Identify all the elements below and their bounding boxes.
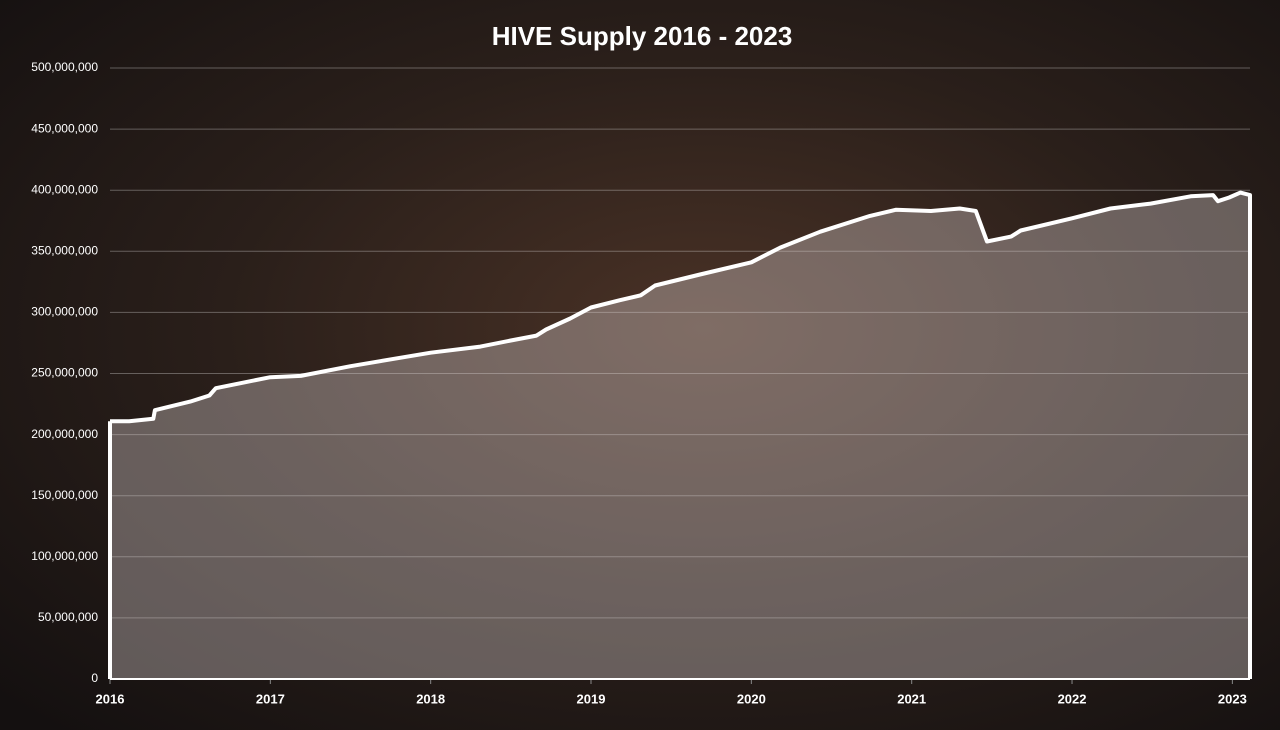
y-tick-label: 200,000,000 — [31, 427, 98, 441]
x-tick-label: 2019 — [577, 691, 606, 706]
x-tick-label: 2020 — [737, 691, 766, 706]
y-tick-label: 50,000,000 — [38, 610, 98, 624]
chart-title: HIVE Supply 2016 - 2023 — [492, 21, 793, 51]
y-tick-label: 250,000,000 — [31, 366, 98, 380]
y-tick-label: 400,000,000 — [31, 182, 98, 196]
y-tick-label: 500,000,000 — [31, 60, 98, 74]
x-tick-label: 2016 — [96, 691, 125, 706]
y-tick-label: 100,000,000 — [31, 549, 98, 563]
line — [108, 190, 1252, 679]
y-tick-label: 150,000,000 — [31, 488, 98, 502]
y-tick-label: 0 — [91, 671, 98, 685]
y-tick-label: 300,000,000 — [31, 305, 98, 319]
x-tick-label: 2022 — [1058, 691, 1087, 706]
y-tick-label: 350,000,000 — [31, 243, 98, 257]
x-tick-label: 2018 — [416, 691, 445, 706]
x-tick-label: 2017 — [256, 691, 285, 706]
area — [110, 192, 1250, 679]
x-tick-label: 2021 — [897, 691, 926, 706]
y-tick-label: 450,000,000 — [31, 121, 98, 135]
x-tick-label: 2023 — [1218, 691, 1247, 706]
